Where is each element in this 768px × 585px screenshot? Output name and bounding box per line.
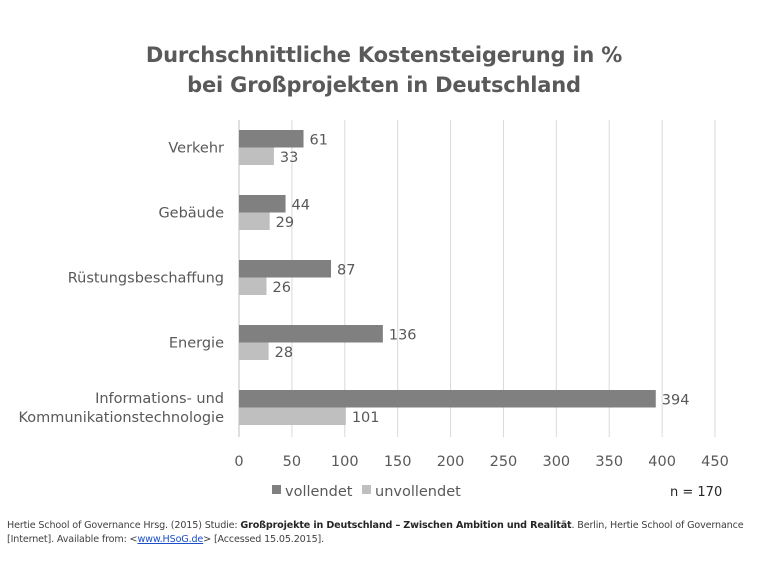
data-label-vollendet: 87 xyxy=(337,262,355,278)
category-label: Verkehr xyxy=(168,141,224,157)
data-label-unvollendet: 101 xyxy=(352,410,380,426)
x-tick-label: 50 xyxy=(283,454,301,470)
legend-swatch-unvollendet xyxy=(362,485,371,494)
data-label-unvollendet: 33 xyxy=(280,150,298,166)
bar-unvollendet xyxy=(239,212,270,230)
data-label-vollendet: 394 xyxy=(662,392,690,408)
chart-title-line-2: bei Großprojekten in Deutschland xyxy=(187,73,581,97)
source-link[interactable]: www.HSoG.de xyxy=(137,534,204,545)
bar-chart: 61 33 44 29 87 26 136 28 394 101 Verkehr Gebäude Rü… xyxy=(18,120,729,500)
bar-vollendet xyxy=(239,195,286,213)
source-citation: Hertie School of Governance Hrsg. (2015)… xyxy=(7,519,767,547)
category-labels: Verkehr Gebäude Rüstungsbeschaffung Energie… xyxy=(18,141,224,427)
source-line-1: Hertie School of Governance Hrsg. (2015)… xyxy=(7,519,767,533)
source-prefix: Hertie School of Governance Hrsg. (2015)… xyxy=(7,520,241,531)
source-suffix: . Berlin, Hertie School of Governance xyxy=(571,520,744,531)
x-tick-label: 400 xyxy=(648,454,676,470)
data-label-vollendet: 61 xyxy=(310,132,328,148)
category-label: Informations- und xyxy=(95,391,224,407)
legend-label-unvollendet: unvollendet xyxy=(375,484,461,500)
legend-swatch-vollendet xyxy=(272,485,281,494)
bar-vollendet xyxy=(239,325,383,343)
bar-vollendet xyxy=(239,390,656,408)
x-tick-label: 100 xyxy=(331,454,359,470)
sample-size-note: n = 170 xyxy=(670,485,722,500)
legend: vollendet unvollendet xyxy=(272,484,461,500)
source-study-title: Großprojekte in Deutschland – Zwischen A… xyxy=(240,520,572,531)
x-tick-label: 200 xyxy=(437,454,465,470)
x-tick-label: 350 xyxy=(595,454,623,470)
bars xyxy=(239,130,656,425)
x-tick-label: 450 xyxy=(701,454,729,470)
chart-title: Durchschnittliche Kostensteigerung in % … xyxy=(0,40,768,100)
bar-unvollendet xyxy=(239,407,346,425)
bar-vollendet xyxy=(239,260,332,278)
gridlines xyxy=(238,120,716,437)
x-tick-label: 0 xyxy=(234,454,243,470)
category-label: Energie xyxy=(169,336,224,352)
category-label: Rüstungsbeschaffung xyxy=(68,271,224,287)
data-labels: 61 33 44 29 87 26 136 28 394 101 xyxy=(273,132,690,426)
bar-unvollendet xyxy=(239,277,267,295)
data-label-unvollendet: 29 xyxy=(276,215,294,231)
bar-unvollendet xyxy=(239,147,274,165)
source-line2-suffix: > [Accessed 15.05.2015]. xyxy=(203,534,325,545)
bar-vollendet xyxy=(239,130,304,148)
bar-unvollendet xyxy=(239,342,269,360)
legend-label-vollendet: vollendet xyxy=(285,484,353,500)
source-line2-prefix: [Internet]. Available from: < xyxy=(7,534,138,545)
source-line-2: [Internet]. Available from: <www.HSoG.de… xyxy=(7,533,767,547)
data-label-vollendet: 136 xyxy=(389,327,417,343)
x-tick-label: 250 xyxy=(490,454,518,470)
data-label-unvollendet: 28 xyxy=(275,345,293,361)
x-tick-label: 300 xyxy=(542,454,570,470)
data-label-vollendet: 44 xyxy=(292,197,310,213)
x-tick-label: 150 xyxy=(384,454,412,470)
data-label-unvollendet: 26 xyxy=(273,280,291,296)
x-tick-labels: 0 50 100 150 200 250 300 350 400 450 xyxy=(234,454,728,470)
chart-title-line-1: Durchschnittliche Kostensteigerung in % xyxy=(145,43,623,67)
category-label: Kommunikationstechnologie xyxy=(18,410,224,426)
category-label: Gebäude xyxy=(158,206,224,222)
